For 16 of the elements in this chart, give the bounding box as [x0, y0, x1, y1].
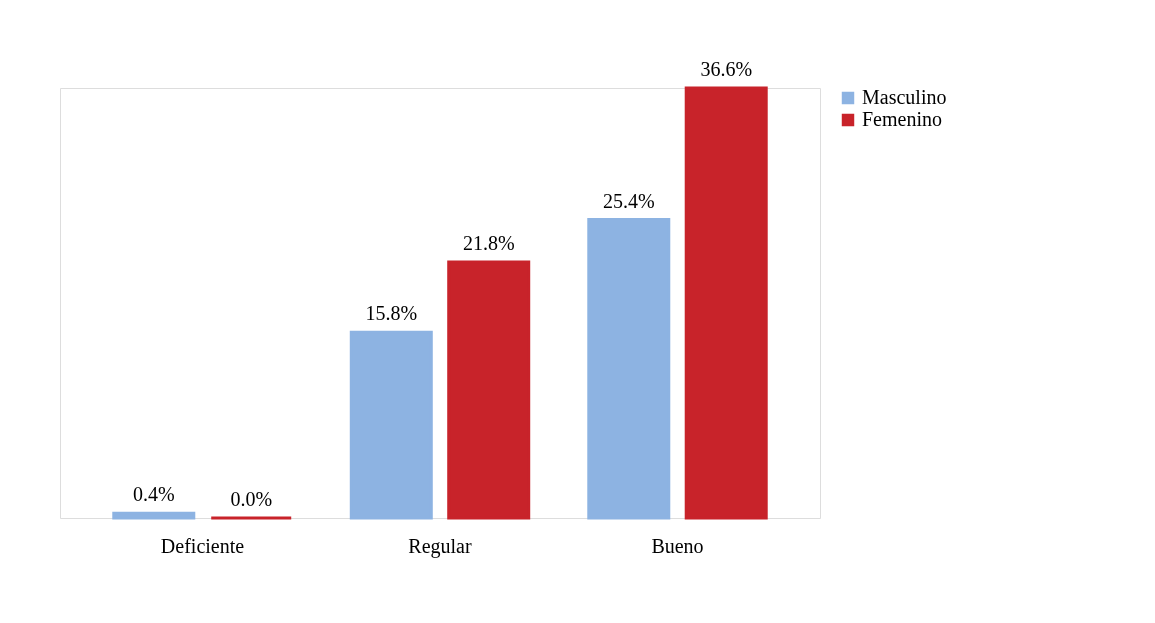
data-label: 21.8% [462, 231, 515, 254]
data-label: 15.8% [365, 302, 418, 325]
bar [684, 86, 768, 520]
data-label: 0.4% [132, 483, 175, 506]
bar [112, 511, 196, 520]
data-label: 25.4% [602, 189, 655, 212]
data-label: 36.6% [700, 58, 753, 80]
data-label: 0.0% [230, 488, 273, 510]
x-tick-label: Regular [408, 534, 472, 558]
legend-label: Femenino [862, 108, 942, 130]
bar [447, 260, 531, 520]
x-tick-label: Bueno [651, 534, 704, 557]
bar [349, 330, 433, 520]
legend-label: Masculino [862, 86, 947, 108]
x-tick-label: Deficiente [160, 534, 245, 557]
bar [587, 218, 671, 520]
